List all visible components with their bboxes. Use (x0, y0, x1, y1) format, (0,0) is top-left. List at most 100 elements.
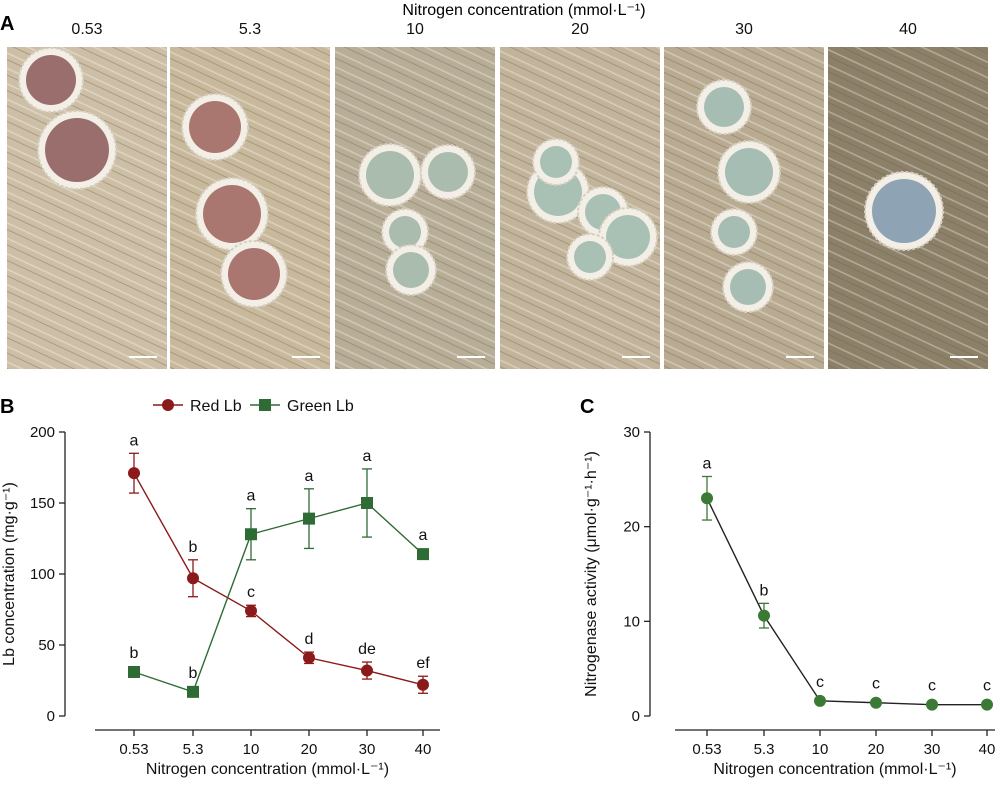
significance-letter: a (247, 488, 256, 505)
significance-letter: a (130, 432, 139, 449)
nodule-center (718, 216, 750, 248)
x-tick-label: 5.3 (754, 741, 775, 758)
x-tick-label: 10 (243, 741, 260, 758)
panel-a-title: Nitrogen concentration (mmol·L⁻¹) (402, 2, 645, 19)
x-axis-title: Nitrogen concentration (mmol·L⁻¹) (146, 761, 389, 778)
data-point (361, 497, 373, 509)
y-tick-label: 20 (623, 519, 640, 536)
photo-0-nodule-1 (37, 110, 117, 190)
data-point (870, 696, 882, 709)
x-tick-label: 10 (812, 741, 829, 758)
data-point (303, 651, 315, 664)
data-point (128, 467, 140, 480)
chart-nitrogenase-activity: 0 10 20 30 0.53 5.3 10 20 30 40 Nitrogen concentra… (583, 424, 995, 778)
panel-c-label: C (580, 396, 594, 418)
y-tick-label: 0 (47, 708, 55, 725)
data-point (926, 698, 938, 711)
photo-2-nodule-0 (358, 143, 422, 207)
significance-letter: b (130, 645, 139, 662)
data-point (187, 572, 199, 585)
x-tick-label: 30 (359, 741, 376, 758)
y-tick-label: 100 (30, 566, 55, 583)
photo-strip: 0.53 5.3 10 20 30 40 (7, 21, 988, 369)
significance-letter: a (363, 448, 372, 465)
data-point (814, 694, 826, 707)
x-tick-label: 20 (301, 741, 318, 758)
photo-2-root-texture (335, 47, 495, 369)
nodule-center (389, 216, 421, 248)
series-0: a b c d de ef (128, 432, 430, 694)
significance-letter: a (305, 468, 314, 485)
significance-letter: d (305, 631, 314, 648)
nodule-center (872, 179, 936, 243)
significance-letter: c (247, 584, 255, 601)
panel-b-label: B (0, 396, 14, 418)
photo-4-label: 30 (735, 21, 753, 38)
photo-4-nodule-2 (710, 208, 758, 256)
legend: Red Lb Green Lb (153, 398, 354, 415)
photo-1-nodule-1 (195, 177, 269, 251)
nodule-center (704, 87, 744, 127)
photo-3-nodule-3 (566, 233, 614, 281)
series-line (133, 502, 424, 693)
data-point (981, 698, 993, 711)
data-point (417, 678, 429, 691)
y-tick-label: 30 (623, 424, 640, 441)
nodule-center (725, 148, 773, 196)
photo-3-label: 20 (571, 21, 589, 38)
significance-letter: b (189, 665, 198, 682)
nodule-center (574, 241, 606, 273)
data-point (758, 609, 770, 622)
x-tick-label: 40 (415, 741, 432, 758)
x-axis-title: Nitrogen concentration (mmol·L⁻¹) (713, 761, 956, 778)
y-tick-label: 0 (632, 708, 640, 725)
x-tick-label: 5.3 (183, 741, 204, 758)
nodule-center (189, 101, 241, 153)
x-tick-label: 20 (868, 741, 885, 758)
y-axis-title: Nitrogenase activity (μmol·g⁻¹·h⁻¹) (583, 451, 600, 697)
data-point (361, 664, 373, 677)
significance-letter: b (189, 539, 198, 556)
series-line (133, 472, 424, 686)
nodule-center (228, 248, 280, 300)
photo-2-nodule-1 (420, 144, 476, 200)
data-point (245, 604, 257, 617)
series-0: a b c c c c (701, 455, 993, 711)
nodule-center (540, 146, 572, 178)
legend-label: Green Lb (287, 398, 354, 415)
x-tick-label: 30 (924, 741, 941, 758)
y-axis-title: Lb concentration (mg·g⁻¹) (1, 482, 18, 666)
significance-letter: ef (416, 655, 430, 672)
photo-5-nodule-0 (864, 171, 944, 251)
significance-letter: de (358, 641, 376, 658)
data-point (417, 548, 429, 561)
series-1: b b a a a a (128, 448, 429, 698)
significance-letter: c (928, 678, 936, 695)
series-line (706, 497, 987, 706)
nodule-center (366, 151, 414, 199)
legend-label: Red Lb (190, 398, 242, 415)
nodule-center (203, 185, 261, 243)
nodule-center (428, 152, 468, 192)
x-tick-label: 40 (979, 741, 996, 758)
legend-marker (259, 399, 271, 411)
chart-lb-concentration: 0 50 100 150 200 0.53 5.3 10 20 30 40 Nitrogen conc… (1, 398, 440, 778)
data-point (701, 492, 713, 505)
significance-letter: c (816, 674, 824, 691)
panel-a-label: A (0, 13, 14, 35)
x-tick-label: 0.53 (692, 741, 721, 758)
data-point (245, 528, 257, 541)
nodule-center (393, 252, 429, 288)
photo-1-label: 5.3 (239, 21, 261, 38)
y-tick-label: 50 (38, 637, 55, 654)
photo-4-nodule-0 (696, 79, 752, 135)
photo-5-label: 40 (899, 21, 917, 38)
y-tick-label: 200 (30, 424, 55, 441)
photo-1-nodule-2 (220, 240, 288, 308)
x-tick-label: 0.53 (119, 741, 148, 758)
significance-letter: a (419, 527, 428, 544)
nodule-center (26, 55, 76, 105)
photo-3-nodule-4 (532, 138, 580, 186)
photo-2-label: 10 (406, 21, 424, 38)
